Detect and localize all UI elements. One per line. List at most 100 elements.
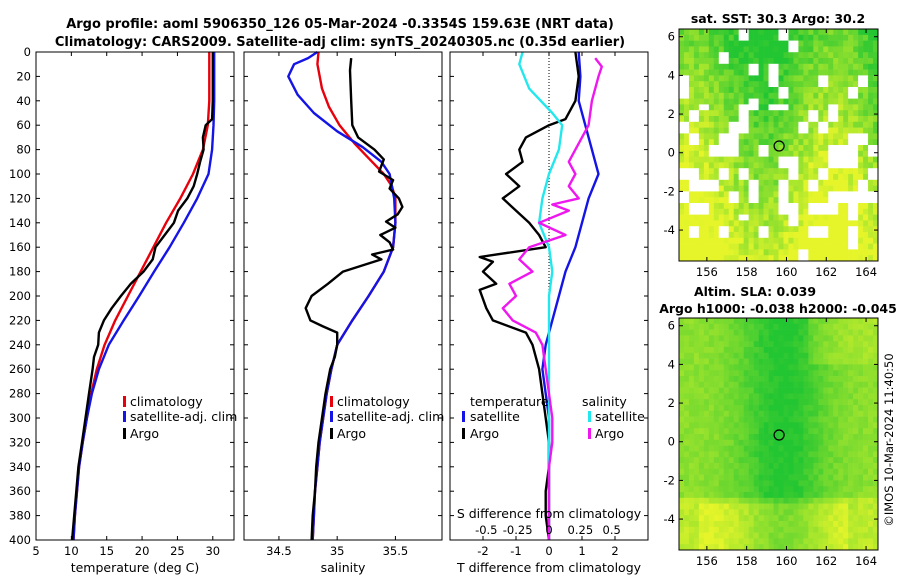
- map-cell: [763, 410, 769, 417]
- map-cell: [733, 243, 739, 250]
- map-cell: [838, 110, 844, 117]
- map-cell: [798, 249, 804, 256]
- map-cell: [713, 358, 720, 365]
- map-cell: [728, 323, 735, 330]
- map-cell: [843, 335, 849, 342]
- depth-tick-label: 120: [9, 191, 31, 205]
- map-cell: [708, 150, 715, 157]
- map-cell: [679, 243, 685, 250]
- map-cell: [683, 29, 690, 36]
- map-cell: [868, 364, 874, 371]
- map-cell: [858, 110, 864, 117]
- map-cell: [793, 133, 799, 140]
- map-cell: [733, 214, 739, 221]
- map-cell: [833, 220, 839, 227]
- map-cell: [853, 191, 859, 198]
- map-cell: [758, 532, 764, 539]
- map-cell: [873, 405, 879, 412]
- map-cell: [703, 87, 710, 94]
- map-cell: [783, 445, 789, 452]
- map-cell: [679, 174, 685, 181]
- map-cell: [823, 133, 829, 140]
- map-cell: [808, 214, 814, 221]
- map-cell: [873, 538, 879, 545]
- map-cell: [778, 243, 784, 250]
- map-cell: [773, 174, 779, 181]
- map-x-tick-label: 158: [736, 265, 758, 279]
- map-cell: [823, 387, 829, 394]
- map-cell: [843, 358, 849, 365]
- map-cell: [793, 208, 799, 215]
- map-cell: [808, 69, 814, 76]
- map-cell: [679, 191, 685, 198]
- map-cell: [733, 416, 739, 423]
- map-cell: [788, 226, 794, 233]
- map-cell: [773, 457, 779, 464]
- map-cell: [788, 75, 794, 82]
- map-cell: [843, 255, 849, 262]
- map-cell: [743, 410, 749, 417]
- map-cell: [788, 150, 794, 157]
- map-cell: [818, 364, 824, 371]
- map-cell: [768, 370, 774, 377]
- map-cell: [803, 232, 809, 239]
- map-cell: [848, 463, 854, 470]
- map-cell: [848, 503, 854, 510]
- legend-swatch-s-argo: [588, 428, 591, 439]
- map-cell: [833, 34, 839, 41]
- map-cell: [778, 87, 784, 94]
- map-cell: [853, 75, 859, 82]
- map-cell: [748, 208, 754, 215]
- map-cell: [688, 58, 695, 65]
- map-cell: [679, 526, 685, 533]
- map-cell: [698, 335, 705, 342]
- depth-tick-label: 260: [9, 362, 31, 376]
- map-cell: [758, 335, 764, 342]
- map-cell: [679, 232, 685, 239]
- map-cell: [683, 75, 690, 82]
- legend-swatch-climatology-2: [330, 396, 333, 407]
- map-cell: [693, 463, 700, 470]
- map-cell: [743, 145, 749, 152]
- map-cell: [848, 249, 854, 256]
- map-cell: [843, 98, 849, 105]
- map-cell: [838, 323, 844, 330]
- map-cell: [773, 110, 779, 117]
- map-cell: [708, 497, 715, 504]
- map-cell: [713, 52, 720, 59]
- map-cell: [708, 185, 715, 192]
- map-cell: [828, 98, 834, 105]
- map-cell: [693, 370, 700, 377]
- map-cell: [743, 538, 749, 545]
- map-cell: [713, 116, 720, 123]
- map-cell: [679, 399, 685, 406]
- s-difference-tick-label: -0.5: [475, 523, 497, 537]
- salinity-legend: climatology satellite-adj. clim Argo: [330, 394, 444, 441]
- map-cell: [778, 156, 784, 163]
- map-cell: [768, 387, 774, 394]
- map-cell: [838, 87, 844, 94]
- map-cell: [803, 381, 809, 388]
- map-cell: [848, 497, 854, 504]
- map-cell: [838, 255, 844, 262]
- map-cell: [793, 98, 799, 105]
- map-cell: [768, 69, 774, 76]
- map-cell: [798, 255, 804, 262]
- map-cell: [688, 376, 695, 383]
- map-cell: [773, 358, 779, 365]
- map-cell: [858, 40, 864, 47]
- map-cell: [698, 226, 705, 233]
- map-cell: [773, 63, 779, 70]
- map-cell: [778, 434, 784, 441]
- map-cell: [708, 358, 715, 365]
- map-cell: [833, 127, 839, 134]
- map-cell: [808, 474, 814, 481]
- map-cell: [679, 323, 685, 330]
- map-cell: [688, 341, 695, 348]
- map-cell: [803, 497, 809, 504]
- map-cell: [728, 474, 735, 481]
- map-cell: [748, 156, 754, 163]
- map-cell: [703, 121, 710, 128]
- map-cell: [773, 58, 779, 65]
- map-cell: [768, 544, 774, 551]
